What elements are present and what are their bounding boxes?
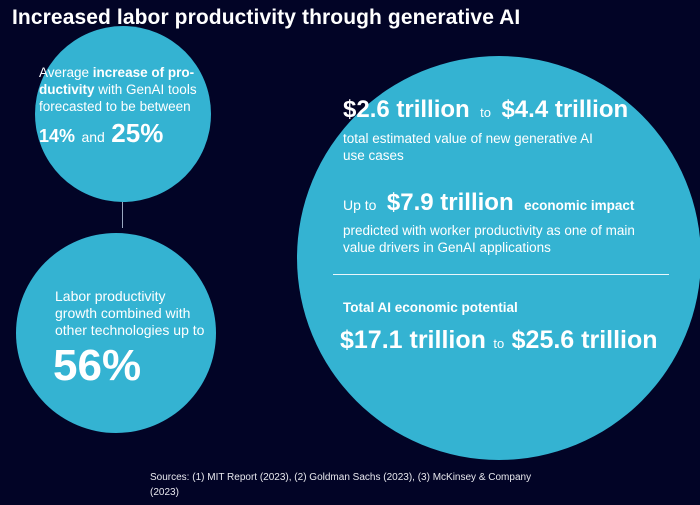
range-and: and bbox=[81, 129, 105, 145]
sources: Sources: (1) MIT Report (2023), (2) Gold… bbox=[150, 470, 531, 500]
total-label: Total AI economic potential bbox=[343, 300, 518, 315]
value-range-to: to bbox=[480, 105, 491, 120]
value-range-high: $4.4 trillion bbox=[501, 96, 629, 123]
increase-text-line2: ductivity with GenAI tools bbox=[39, 82, 197, 97]
increase-text-line1: Average increase of pro- bbox=[39, 65, 195, 80]
value-range-low: $2.6 trillion bbox=[343, 96, 470, 123]
increase-range: 14% and 25% bbox=[39, 118, 163, 149]
economic-value-circle bbox=[297, 56, 700, 460]
value-desc-line2: use cases bbox=[343, 148, 404, 163]
connector-line bbox=[122, 202, 123, 228]
impact-value: $7.9 trillion bbox=[386, 189, 514, 216]
impact-row: Up to $7.9 trillion economic impact bbox=[343, 189, 634, 217]
range-high-value: 25% bbox=[111, 118, 164, 148]
impact-label: economic impact bbox=[524, 198, 635, 213]
range-low-value: 14% bbox=[39, 126, 76, 146]
productivity-increase-circle bbox=[35, 26, 211, 202]
growth-text-line1: Labor productivity bbox=[55, 288, 166, 304]
sources-line1: Sources: (1) MIT Report (2023), (2) Gold… bbox=[150, 472, 532, 483]
value-desc-line1: total estimated value of new generative … bbox=[343, 131, 593, 146]
impact-desc-line2: value drivers in GenAI applications bbox=[343, 240, 551, 255]
labor-growth-circle bbox=[16, 233, 216, 433]
impact-desc-line1: predicted with worker productivity as on… bbox=[343, 223, 635, 238]
page-title: Increased labor productivity through gen… bbox=[12, 6, 521, 29]
total-to: to bbox=[493, 336, 505, 351]
growth-value: 56% bbox=[53, 341, 142, 390]
total-low: $17.1 trillion bbox=[340, 326, 486, 354]
section-divider bbox=[333, 274, 669, 275]
sources-line2: (2023) bbox=[150, 487, 179, 498]
total-high: $25.6 trillion bbox=[511, 326, 658, 354]
growth-text-line3: other technologies up to bbox=[55, 322, 205, 338]
total-range: $17.1 trillion to $25.6 trillion bbox=[340, 326, 658, 355]
increase-text-line3: forecasted to be between bbox=[39, 99, 191, 114]
value-range: $2.6 trillion to $4.4 trillion bbox=[343, 96, 628, 124]
growth-text-line2: growth combined with bbox=[55, 305, 191, 321]
impact-upto: Up to bbox=[343, 197, 377, 213]
